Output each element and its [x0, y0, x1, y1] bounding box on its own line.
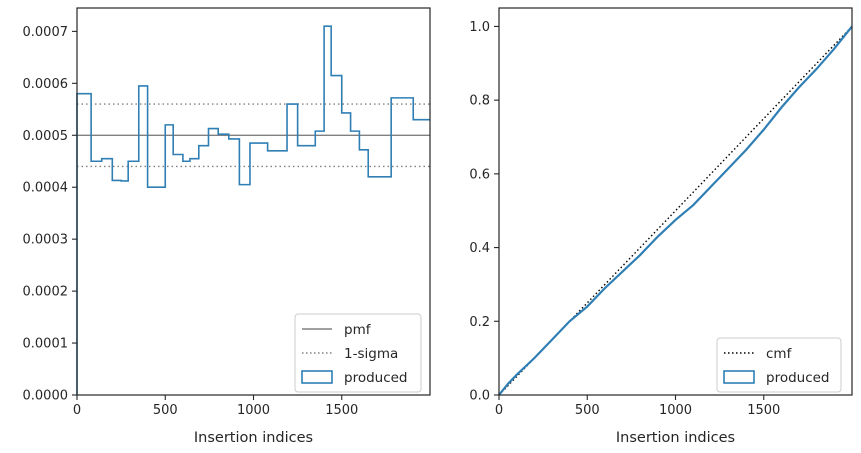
y-tick-label: 0.0006 — [23, 77, 69, 92]
x-tick-label: 500 — [575, 403, 600, 418]
y-tick-label: 0.6 — [469, 167, 490, 182]
legend-label-produced: produced — [766, 370, 830, 386]
legend-box — [294, 313, 422, 393]
y-tick-label: 0.0007 — [23, 25, 69, 40]
legend-box — [716, 337, 842, 393]
x-tick-label: 1000 — [659, 403, 692, 418]
legend-label-produced: produced — [344, 370, 408, 386]
y-tick-label: 0.0005 — [23, 129, 69, 144]
y-tick-label: 0.4 — [469, 241, 490, 256]
y-tick-label: 0.0 — [469, 389, 490, 404]
chart-left: 0 500 1000 1500 0.0000 0.0001 0.0002 0.0003 0.00… — [23, 7, 431, 446]
y-tick-label: 0.2 — [469, 315, 490, 330]
produced-cumulative-line — [498, 25, 853, 396]
y-tick-label: 0.0004 — [23, 181, 69, 196]
legend-swatch-produced — [723, 370, 755, 384]
legend-label-1-sigma: 1-sigma — [344, 346, 398, 362]
y-tick-label: 0.0002 — [23, 285, 69, 300]
x-tick-label: 1000 — [237, 403, 270, 418]
x-tick-label: 0 — [73, 403, 81, 418]
x-tick-label: 0 — [495, 403, 503, 418]
y-tick-label: 0.8 — [469, 94, 490, 109]
axes-frame — [498, 7, 853, 396]
legend-label-cmf: cmf — [766, 346, 793, 362]
y-tick-label: 0.0000 — [23, 389, 69, 404]
x-tick-label: 1500 — [325, 403, 358, 418]
x-axis-label: Insertion indices — [194, 430, 313, 446]
chart-right: 0 500 1000 1500 0.0 0.2 0.4 0.6 0.8 1.0 Insertion … — [469, 7, 853, 446]
x-axis-label: Insertion indices — [616, 430, 735, 446]
legend-label-pmf: pmf — [344, 322, 372, 338]
x-tick-label: 1500 — [747, 403, 780, 418]
y-tick-label: 0.0003 — [23, 233, 69, 248]
x-tick-label: 500 — [153, 403, 178, 418]
produced-histogram-step — [76, 25, 430, 395]
legend-swatch-produced — [301, 370, 333, 384]
legend: cmf produced — [716, 337, 842, 393]
legend: pmf 1-sigma produced — [294, 313, 422, 393]
y-tick-label: 0.0001 — [23, 337, 69, 352]
y-tick-label: 1.0 — [469, 20, 490, 35]
